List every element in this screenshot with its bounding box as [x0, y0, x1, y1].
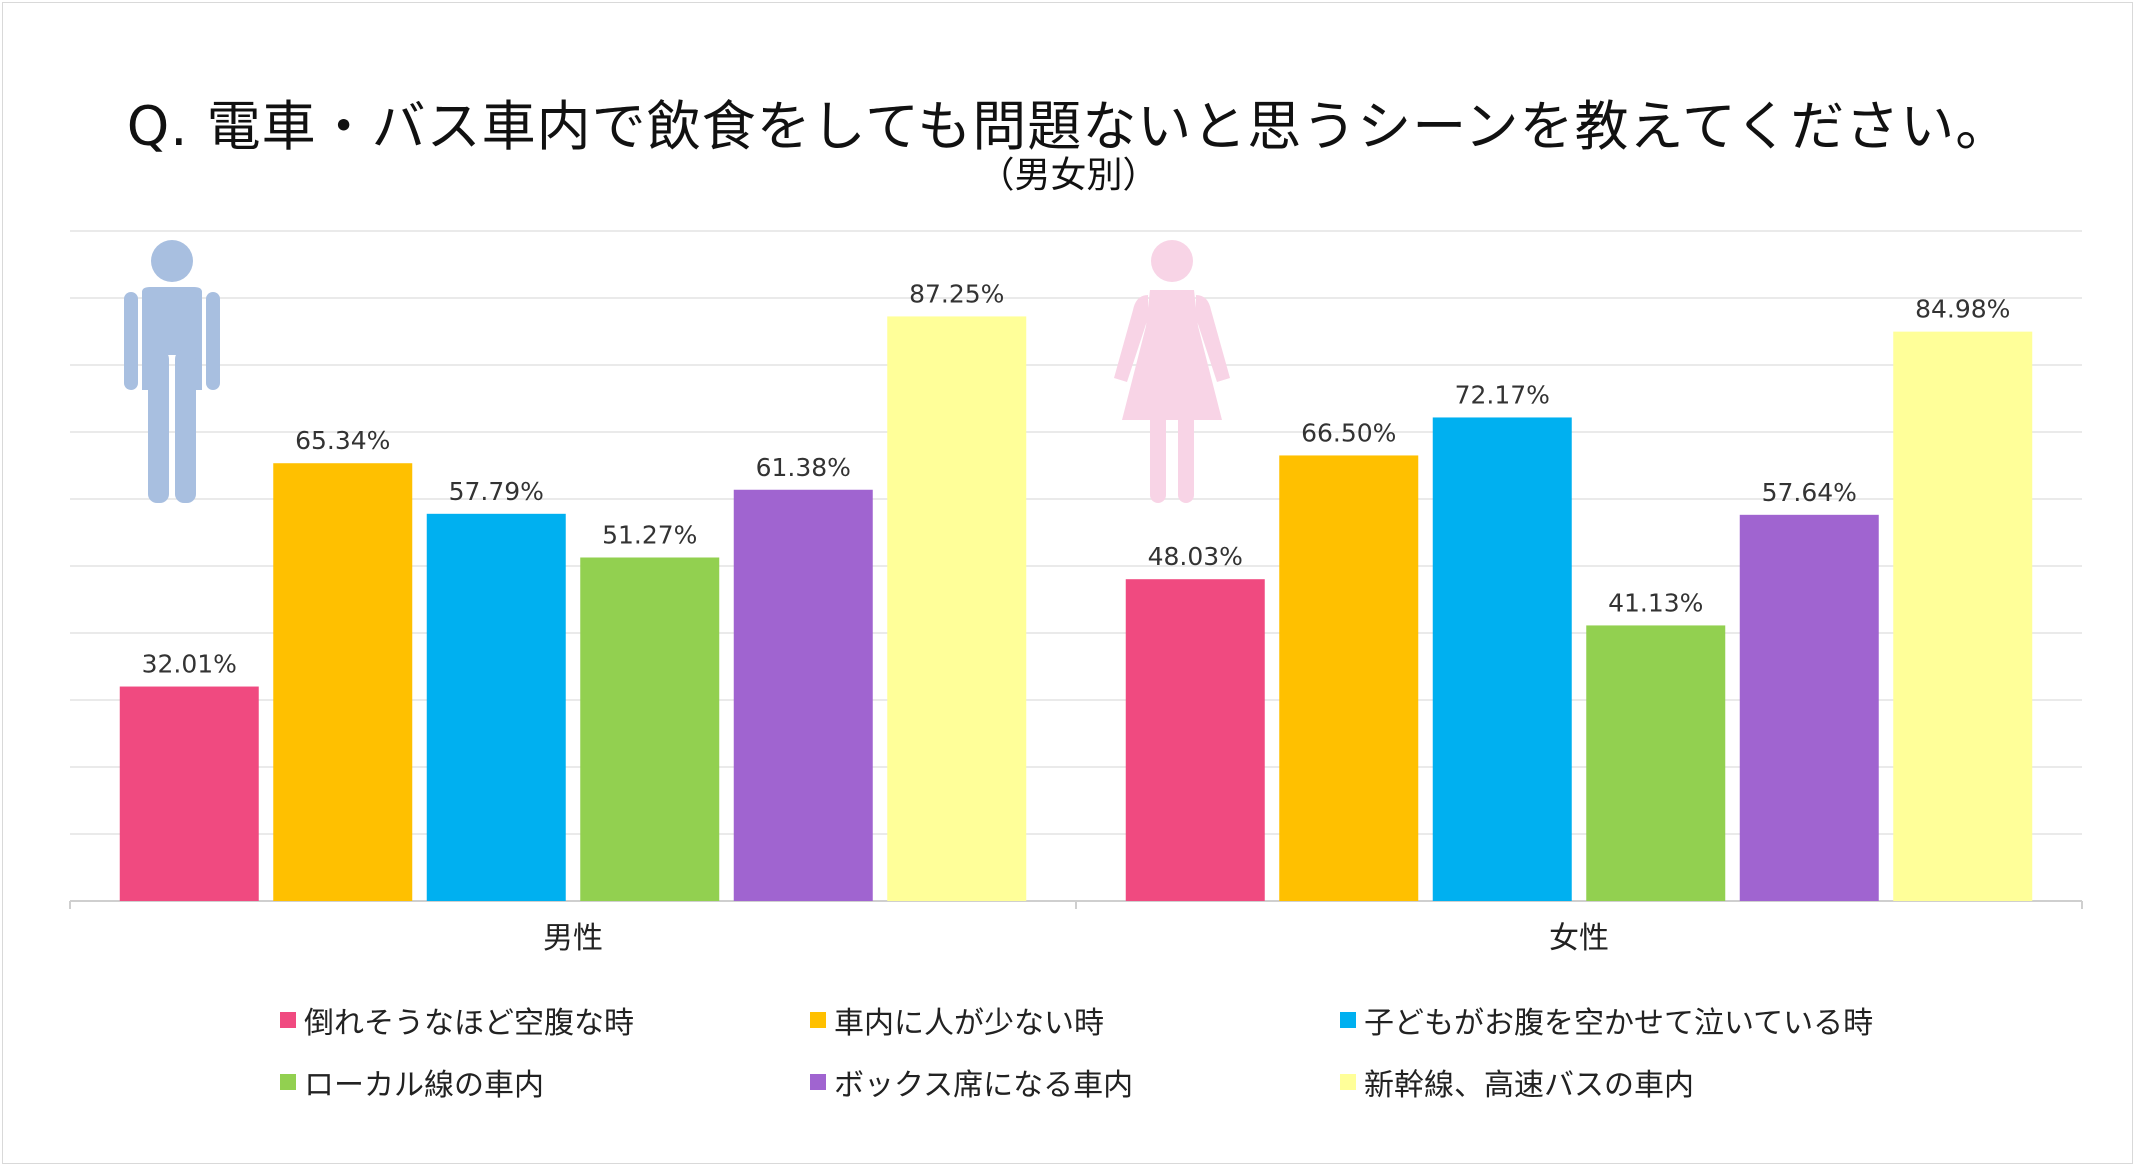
bar [1739, 514, 1879, 901]
chart-subtitle: （男女別） [978, 155, 1159, 196]
legend-label: ローカル線の車内 [304, 1068, 544, 1103]
legend-label: 子どもがお腹を空かせて泣いている時 [1364, 1006, 1874, 1041]
bar [1279, 455, 1419, 901]
data-label: 57.79% [449, 477, 544, 506]
legend-label: 新幹線、高速バスの車内 [1364, 1068, 1694, 1103]
data-label: 65.34% [295, 426, 390, 455]
female-icon-arm [1196, 295, 1230, 382]
data-label: 32.01% [142, 650, 237, 679]
bar [1432, 417, 1572, 901]
legend-item: ローカル線の車内 [280, 1060, 544, 1104]
x-tick-label: 男性 [543, 921, 603, 956]
data-label: 41.13% [1608, 588, 1703, 617]
data-label: 57.64% [1762, 478, 1857, 507]
legend-label: 車内に人が少ない時 [834, 1006, 1104, 1041]
female-icon [1122, 290, 1222, 420]
data-label: 87.25% [909, 279, 1004, 308]
male-icon-leg [148, 350, 169, 503]
bar [580, 557, 720, 901]
data-label: 61.38% [756, 453, 851, 482]
female-icon-leg [1150, 412, 1166, 503]
x-tick-label: 女性 [1549, 921, 1609, 956]
legend-swatch [810, 1074, 826, 1090]
male-icon-leg [175, 350, 196, 503]
legend-item: 車内に人が少ない時 [810, 998, 1104, 1042]
bar [1125, 579, 1265, 901]
legend-item: ボックス席になる車内 [810, 1060, 1133, 1104]
legend-item: 子どもがお腹を空かせて泣いている時 [1340, 998, 1873, 1042]
bar [1586, 625, 1726, 901]
male-icon-head [151, 240, 193, 282]
female-icon-arm [1114, 295, 1148, 382]
legend-swatch [280, 1012, 296, 1028]
data-label: 51.27% [602, 520, 697, 549]
legend-swatch [810, 1012, 826, 1028]
legend-swatch [280, 1074, 296, 1090]
male-icon-arm [206, 292, 220, 390]
female-icon-head [1151, 240, 1193, 282]
male-icon [142, 287, 202, 390]
bar [273, 463, 413, 901]
data-label: 72.17% [1455, 380, 1550, 409]
bar [1893, 331, 2033, 901]
bar [119, 686, 259, 901]
bar [426, 513, 566, 901]
data-label: 48.03% [1148, 542, 1243, 571]
legend-swatch [1340, 1012, 1356, 1028]
bar [887, 316, 1027, 901]
chart-title: Q. 電車・バス車内で飲食をしても問題ないと思うシーンを教えてください。 [126, 95, 2011, 158]
data-label: 84.98% [1915, 295, 2010, 324]
female-icon-leg [1178, 412, 1194, 503]
bar [733, 489, 873, 901]
legend-item: 倒れそうなほど空腹な時 [280, 998, 634, 1042]
legend-item: 新幹線、高速バスの車内 [1340, 1060, 1694, 1104]
male-icon-arm [124, 292, 138, 390]
legend-label: ボックス席になる車内 [834, 1068, 1134, 1103]
legend-label: 倒れそうなほど空腹な時 [304, 1006, 634, 1041]
data-label: 66.50% [1301, 418, 1396, 447]
legend-swatch [1340, 1074, 1356, 1090]
